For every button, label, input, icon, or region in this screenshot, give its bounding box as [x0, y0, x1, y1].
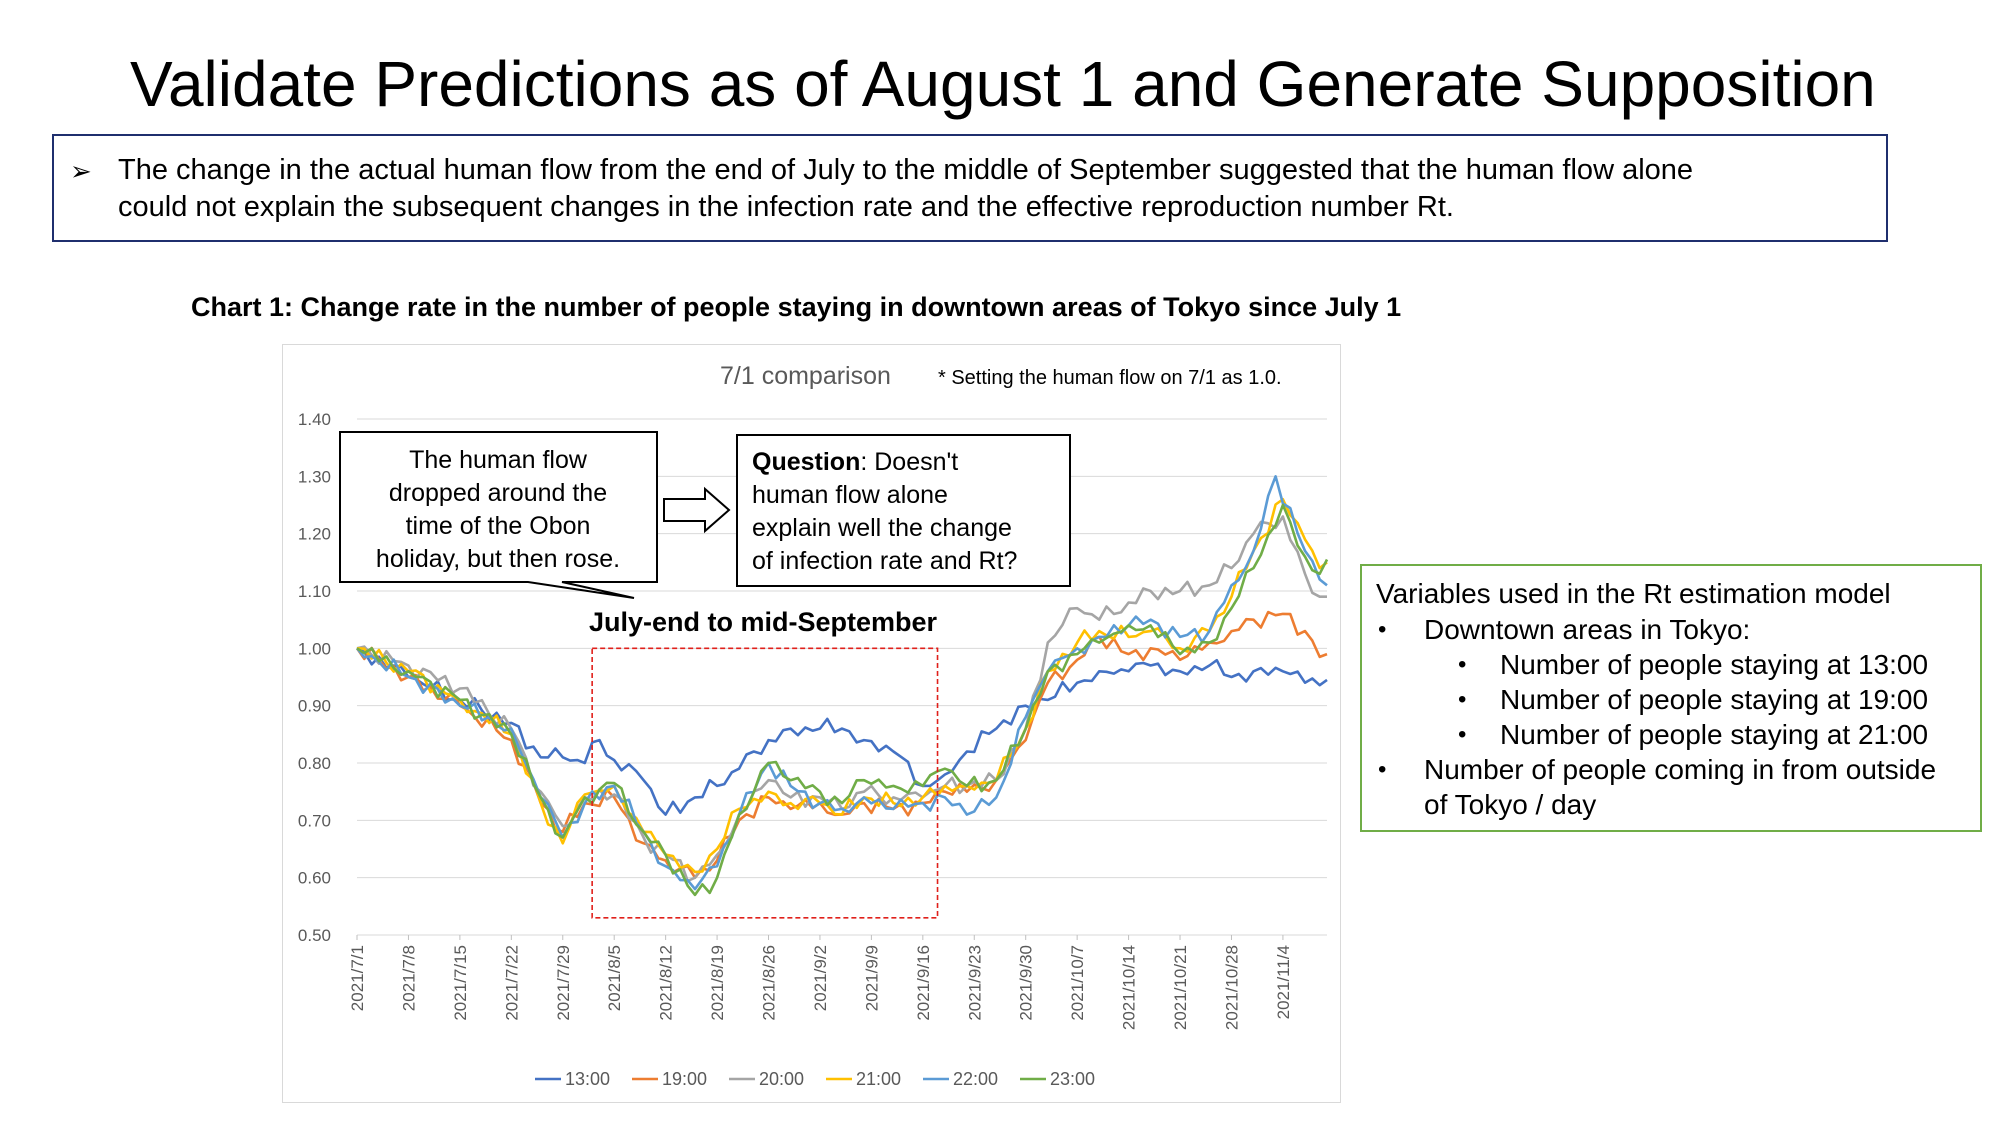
x-tick-label: 2021/10/28: [1222, 945, 1241, 1030]
x-tick-label: 2021/10/14: [1120, 945, 1139, 1030]
highlight-period-box: [591, 647, 939, 919]
variables-title: Variables used in the Rt estimation mode…: [1376, 578, 1891, 609]
question-line: of infection rate and Rt?: [752, 547, 1017, 575]
arrow-bullet-icon: ➢: [70, 156, 92, 186]
chart-frame: [282, 344, 1341, 1103]
y-tick-label: 1.00: [298, 639, 331, 658]
x-tick-label: 2021/11/4: [1274, 945, 1293, 1019]
x-tick-label: 2021/9/16: [914, 945, 933, 1021]
variables-item: Downtown areas in Tokyo:: [1424, 614, 1751, 645]
summary-line-1: The change in the actual human flow from…: [118, 154, 1694, 186]
x-tick-label: 2021/10/21: [1171, 945, 1190, 1030]
y-tick-label: 0.50: [298, 926, 331, 945]
question-box: Question: Doesn't human flow alone explai…: [736, 434, 1071, 587]
x-tick-label: 2021/9/23: [965, 945, 984, 1021]
x-tick-label: 2021/9/2: [811, 945, 830, 1011]
y-tick-label: 1.30: [298, 467, 331, 486]
legend-label: 13:00: [565, 1069, 610, 1089]
chart-heading: Chart 1: Change rate in the number of pe…: [191, 292, 1402, 322]
variables-box: Variables used in the Rt estimation mode…: [1360, 564, 1982, 832]
x-tick-label: 2021/7/8: [399, 945, 418, 1011]
bullet-icon: •: [1458, 721, 1467, 748]
svg-text:Question: Doesn't: Question: Doesn't: [752, 448, 958, 476]
x-tick-label: 2021/8/26: [760, 945, 779, 1021]
y-tick-label: 1.40: [298, 410, 331, 429]
x-tick-label: 2021/10/7: [1068, 945, 1087, 1021]
callout-line: time of the Obon: [406, 512, 591, 540]
summary-text: The change in the actual human flow from…: [118, 152, 1858, 226]
variables-item: of Tokyo / day: [1424, 789, 1597, 820]
legend-label: 20:00: [759, 1069, 804, 1089]
series-line-2300: [356, 503, 1329, 897]
bullet-icon: •: [1378, 616, 1387, 643]
y-tick-label: 1.10: [298, 582, 331, 601]
variables-item: Number of people staying at 21:00: [1500, 719, 1929, 750]
callout-line: The human flow: [409, 446, 588, 474]
summary-box: ➢ The change in the actual human flow fr…: [52, 134, 1888, 242]
series-line-1300: [356, 647, 1328, 816]
x-tick-label: 2021/8/12: [657, 945, 676, 1021]
y-tick-label: 0.70: [298, 811, 331, 830]
series-line-2200: [355, 474, 1328, 891]
x-tick-label: 2021/7/15: [451, 945, 470, 1021]
question-line: human flow alone: [752, 481, 948, 509]
y-axis-ticks: 0.50 0.60 0.70 0.80 0.90 1.00 1.10 1.20 1.30 1.40: [298, 410, 331, 945]
x-tick-label: 2021/9/9: [862, 945, 881, 1011]
question-first-line: : Doesn't: [860, 448, 958, 476]
right-arrow-icon: [663, 486, 731, 534]
callout-obon-text: The human flow dropped around the time of …: [376, 446, 620, 573]
variables-item: Number of people staying at 13:00: [1500, 649, 1929, 680]
x-tick-label: 2021/7/1: [348, 945, 367, 1011]
legend-label: 22:00: [953, 1069, 998, 1089]
chart-inner-title: 7/1 comparison: [720, 362, 891, 390]
summary-line-2: could not explain the subsequent changes…: [118, 191, 1454, 223]
x-tick-label: 2021/7/22: [502, 945, 521, 1021]
bullet-icon: •: [1458, 686, 1467, 713]
callout-line: dropped around the: [389, 479, 607, 507]
y-tick-label: 0.80: [298, 754, 331, 773]
y-tick-label: 1.20: [298, 525, 331, 544]
bullet-icon: •: [1458, 651, 1467, 678]
x-tick-label: 2021/8/5: [605, 945, 624, 1011]
callout-obon: The human flow dropped around the time of …: [339, 431, 658, 599]
callout-line: holiday, but then rose.: [376, 545, 620, 573]
legend-label: 21:00: [856, 1069, 901, 1089]
question-text: human flow alone explain well the change o…: [752, 481, 1017, 575]
x-tick-label: 2021/9/30: [1017, 945, 1036, 1021]
variables-item: Number of people staying at 19:00: [1500, 684, 1929, 715]
legend-label: 23:00: [1050, 1069, 1095, 1089]
series-lines: [355, 474, 1329, 897]
variables-item: Number of people coming in from outside: [1424, 754, 1937, 785]
y-tick-label: 0.90: [298, 697, 331, 716]
slide-title: Validate Predictions as of August 1 and …: [130, 48, 1876, 120]
x-tick-label: 2021/7/29: [554, 945, 573, 1021]
question-label: Question: [752, 448, 860, 476]
highlight-label: July-end to mid-September: [589, 607, 938, 637]
chart-note: * Setting the human flow on 7/1 as 1.0.: [938, 367, 1282, 389]
legend-label: 19:00: [662, 1069, 707, 1089]
bullet-icon: •: [1378, 756, 1387, 783]
legend: 13:00 19:00 20:00 21:00 22:00 23:00: [535, 1069, 1095, 1089]
question-line: explain well the change: [752, 514, 1012, 542]
x-tick-label: 2021/8/19: [708, 945, 727, 1021]
x-axis-ticks: 2021/7/1 2021/7/8 2021/7/15 2021/7/22 2021/7…: [348, 935, 1293, 1030]
y-tick-label: 0.60: [298, 869, 331, 888]
